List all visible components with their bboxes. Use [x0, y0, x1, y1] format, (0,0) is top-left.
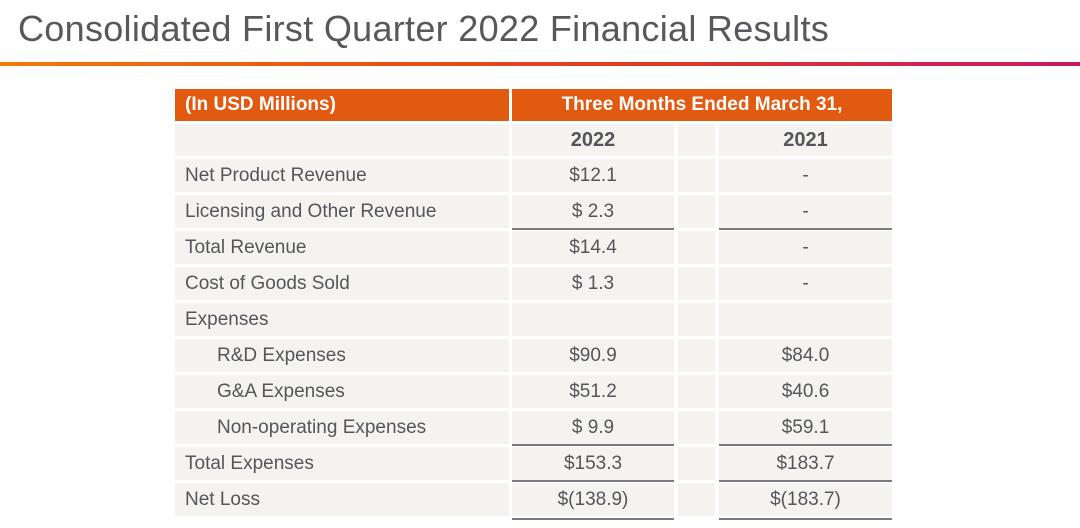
table-row: Cost of Goods Sold $ 1.3 - — [175, 267, 892, 300]
row-label: Expenses — [175, 303, 509, 336]
row-label: Non-operating Expenses — [175, 411, 509, 444]
value-2021: - — [719, 195, 892, 228]
row-label: Licensing and Other Revenue — [175, 195, 509, 228]
table-row: Net Product Revenue $12.1 - — [175, 159, 892, 192]
table-row: Total Revenue $14.4 - — [175, 228, 892, 264]
spacer-cell — [678, 339, 715, 372]
row-label: R&D Expenses — [175, 339, 509, 372]
value-2021: $84.0 — [719, 339, 892, 372]
year-row-label-cell — [175, 124, 509, 156]
value-2021: - — [719, 228, 892, 264]
row-label: Total Expenses — [175, 447, 509, 480]
value-2021: $183.7 — [719, 444, 892, 480]
spacer-cell — [678, 159, 715, 192]
row-label: Net Product Revenue — [175, 159, 509, 192]
table-row: Expenses — [175, 303, 892, 336]
value-2022: $12.1 — [512, 159, 674, 192]
value-2021: $59.1 — [719, 411, 892, 444]
value-2021: $40.6 — [719, 375, 892, 408]
value-2021: - — [719, 267, 892, 300]
spacer-cell — [678, 231, 715, 264]
accent-divider — [0, 62, 1080, 66]
spacer-cell — [678, 303, 715, 336]
spacer-cell — [678, 483, 715, 516]
table-row: Non-operating Expenses $ 9.9 $59.1 — [175, 411, 892, 444]
unit-header-cell: (In USD Millions) — [175, 89, 509, 121]
row-label: Total Revenue — [175, 231, 509, 264]
table-row: Licensing and Other Revenue $ 2.3 - — [175, 195, 892, 228]
value-2022 — [512, 303, 674, 336]
value-2022: $51.2 — [512, 375, 674, 408]
row-label: Cost of Goods Sold — [175, 267, 509, 300]
value-2022: $90.9 — [512, 339, 674, 372]
financial-results-table: (In USD Millions) Three Months Ended Mar… — [175, 89, 892, 520]
value-2022: $14.4 — [512, 228, 674, 264]
value-2022: $ 2.3 — [512, 195, 674, 228]
year-2021-header: 2021 — [719, 124, 892, 156]
spacer-cell — [678, 124, 715, 156]
year-2022-header: 2022 — [512, 124, 674, 156]
table-row: Total Expenses $153.3 $183.7 — [175, 444, 892, 480]
table-row: Net Loss $(138.9) $(183.7) — [175, 480, 892, 520]
spacer-cell — [678, 267, 715, 300]
value-2022: $153.3 — [512, 444, 674, 480]
period-header-cell: Three Months Ended March 31, — [512, 89, 892, 121]
value-2022: $(138.9) — [512, 480, 674, 520]
table-body: Net Product Revenue $12.1 - Licensing an… — [175, 159, 892, 520]
value-2021: - — [719, 159, 892, 192]
row-label: Net Loss — [175, 483, 509, 516]
spacer-cell — [678, 447, 715, 480]
value-2022: $ 9.9 — [512, 411, 674, 444]
slide-title: Consolidated First Quarter 2022 Financia… — [18, 8, 830, 49]
spacer-cell — [678, 195, 715, 228]
value-2022: $ 1.3 — [512, 267, 674, 300]
spacer-cell — [678, 411, 715, 444]
table-row: R&D Expenses $90.9 $84.0 — [175, 339, 892, 372]
spacer-cell — [678, 375, 715, 408]
row-label: G&A Expenses — [175, 375, 509, 408]
value-2021 — [719, 303, 892, 336]
table-header-row: (In USD Millions) Three Months Ended Mar… — [175, 89, 892, 121]
value-2021: $(183.7) — [719, 480, 892, 520]
table-row: G&A Expenses $51.2 $40.6 — [175, 375, 892, 408]
year-header-row: 2022 2021 — [175, 124, 892, 156]
